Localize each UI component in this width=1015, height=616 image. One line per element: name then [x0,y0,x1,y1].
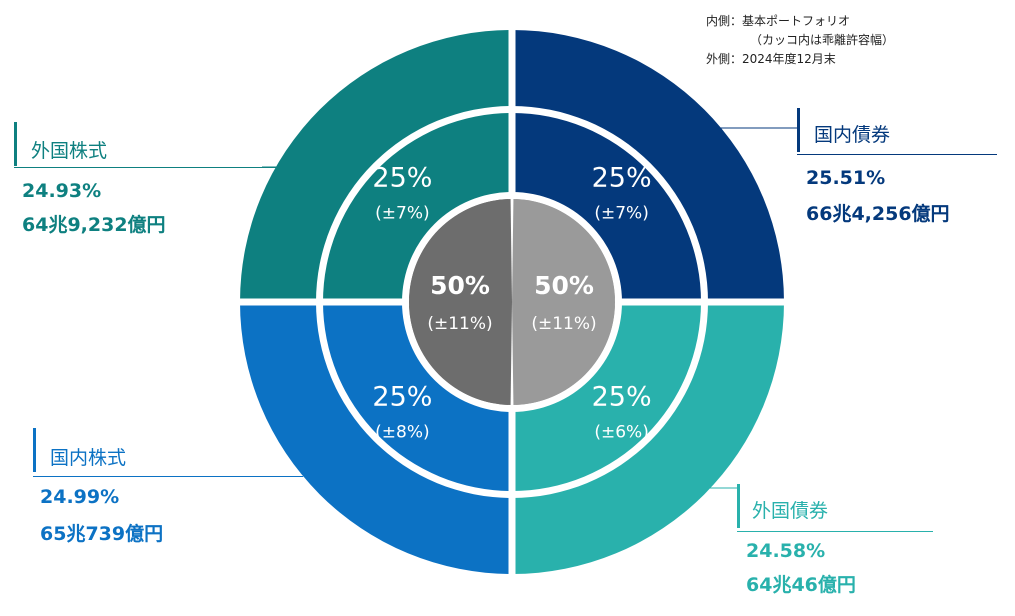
outer-slice-domestic-stocks [240,302,512,574]
inner-slice-foreign-bonds [512,302,701,491]
callout-underline [737,531,933,532]
ring-labels: 25% (±7%) 25% (±6%) 25% (±8%) 25% (±7%) 50% (±11%… [372,162,651,442]
outer-slice-foreign-bonds [512,302,784,574]
inner-slice-foreign-stocks [323,113,512,302]
callout-amount: 65兆739億円 [40,523,164,545]
note-inner-sub: （カッコ内は乖離許容幅） [750,33,895,47]
inner-percent-label: 25% [592,382,652,413]
note-outer: 外側：2024年度12月末 [706,52,836,66]
inner-tolerance-label: (±7%) [375,203,429,223]
callout-underline [33,476,303,477]
center-tolerance-label: (±11%) [427,314,492,334]
center-percent-label: 50% [534,271,594,300]
inner-slice-domestic-bonds [512,113,701,302]
center-half [512,199,616,405]
callout-bar [33,428,36,472]
callout-bar [797,108,800,152]
callout-amount: 64兆46億円 [746,574,856,596]
callout-percent: 24.99% [40,486,120,508]
callout-name: 国内株式 [50,447,127,469]
callout-amount: 66兆4,256億円 [806,203,950,225]
center-pie-overlay [408,199,616,405]
center-half [408,199,512,405]
callout-name: 外国株式 [31,140,108,162]
outer-slice-foreign-stocks [240,30,512,302]
callout-percent: 24.93% [22,180,102,202]
callout-amount: 64兆9,232億円 [22,214,166,236]
callout-bar [14,122,17,166]
inner-percent-label: 25% [592,162,652,193]
inner-percent-label: 25% [372,382,432,413]
callout-underline [797,154,997,155]
legend-note: 内側：基本ポートフォリオ （カッコ内は乖離許容幅） 外側：2024年度12月末 [706,12,894,69]
inner-tolerance-label: (±7%) [594,203,648,223]
inner-ring [323,113,701,491]
callout-name: 国内債券 [814,124,891,146]
inner-percent-label: 25% [372,162,432,193]
inner-tolerance-label: (±8%) [375,423,429,443]
callout-percent: 25.51% [806,167,886,189]
center-percent-label: 50% [430,271,490,300]
outer-ring [240,30,784,574]
callout-percent: 24.58% [746,540,826,562]
inner-tolerance-label: (±6%) [594,423,648,443]
center-tolerance-label: (±11%) [531,314,596,334]
inner-slice-domestic-stocks [323,302,512,491]
note-inner: 内側：基本ポートフォリオ [706,14,851,28]
callout-underline [14,167,278,168]
callout-bar [737,484,740,528]
callout-name: 外国債券 [752,500,829,522]
outer-slice-domestic-bonds [512,30,784,302]
